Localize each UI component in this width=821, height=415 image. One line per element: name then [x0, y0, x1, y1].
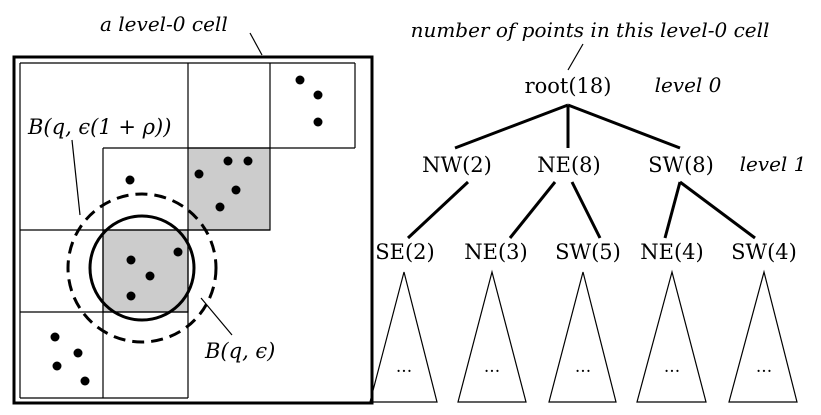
point [73, 348, 83, 358]
level2-node-ne: NE(4) [640, 240, 703, 264]
point [295, 75, 305, 85]
point [231, 185, 241, 195]
level1-node-ne: NE(8) [537, 153, 600, 177]
subtree-triangle [369, 271, 438, 403]
point [52, 361, 62, 371]
subtree-triangle [728, 269, 798, 403]
subtree-ellipsis: ... [396, 357, 412, 377]
ball-outer-label: B(q, ϵ(1 + ρ)) [27, 115, 171, 139]
point [223, 156, 233, 166]
ball-inner-leader [200, 297, 233, 336]
shaded-cell-center [102, 229, 189, 313]
subtree-ellipsis: ... [664, 357, 680, 377]
data-points [50, 75, 323, 386]
ball-inner-label: B(q, ϵ) [204, 339, 275, 363]
cell-caption-leader [249, 32, 263, 56]
root-node: root(18) [525, 74, 612, 98]
level1-node-nw: NW(2) [422, 153, 492, 177]
ball-outer-leader [71, 139, 81, 216]
point [50, 332, 60, 342]
level2-node-se: SE(2) [375, 240, 434, 264]
level2-node-sw: SW(5) [555, 240, 621, 264]
subtree-triangle [457, 269, 527, 403]
point [313, 90, 323, 100]
level1-edges [406, 180, 756, 240]
point [313, 117, 323, 127]
point [243, 156, 253, 166]
point-count-annotation: number of points in this level-0 cell [411, 18, 770, 42]
level0-label: level 0 [655, 73, 722, 97]
point [215, 202, 225, 212]
point [126, 291, 136, 301]
level2-node-sw: SW(4) [731, 240, 797, 264]
subtree-triangle [636, 269, 707, 403]
subtree-ellipsis: ... [484, 357, 500, 377]
grid-lines [19, 62, 356, 399]
subtree-ellipsis: ... [756, 357, 772, 377]
subtree-ellipsis: ... [575, 357, 591, 377]
point [126, 255, 136, 265]
cell-caption: a level-0 cell [100, 12, 228, 36]
subtrees [369, 269, 798, 403]
level0-cell-panel [12, 55, 374, 405]
level2-node-ne: NE(3) [464, 240, 527, 264]
subtree-triangle [548, 271, 617, 403]
level1-label: level 1 [740, 152, 807, 176]
point [145, 271, 155, 281]
ball-inner-solid [88, 214, 196, 322]
point [194, 169, 204, 179]
ball-outer-dashed [66, 192, 218, 344]
root-edges [454, 103, 681, 150]
point [125, 175, 135, 185]
quadtree: number of points in this level-0 cell ro… [369, 18, 807, 403]
level1-node-sw: SW(8) [648, 153, 714, 177]
point [80, 376, 90, 386]
level0-cell-border [12, 55, 374, 405]
point [173, 247, 183, 257]
left-panel-labels: a level-0 cell B(q, ϵ(1 + ρ)) B(q, ϵ) [27, 12, 275, 363]
annotation-leader [567, 43, 584, 71]
